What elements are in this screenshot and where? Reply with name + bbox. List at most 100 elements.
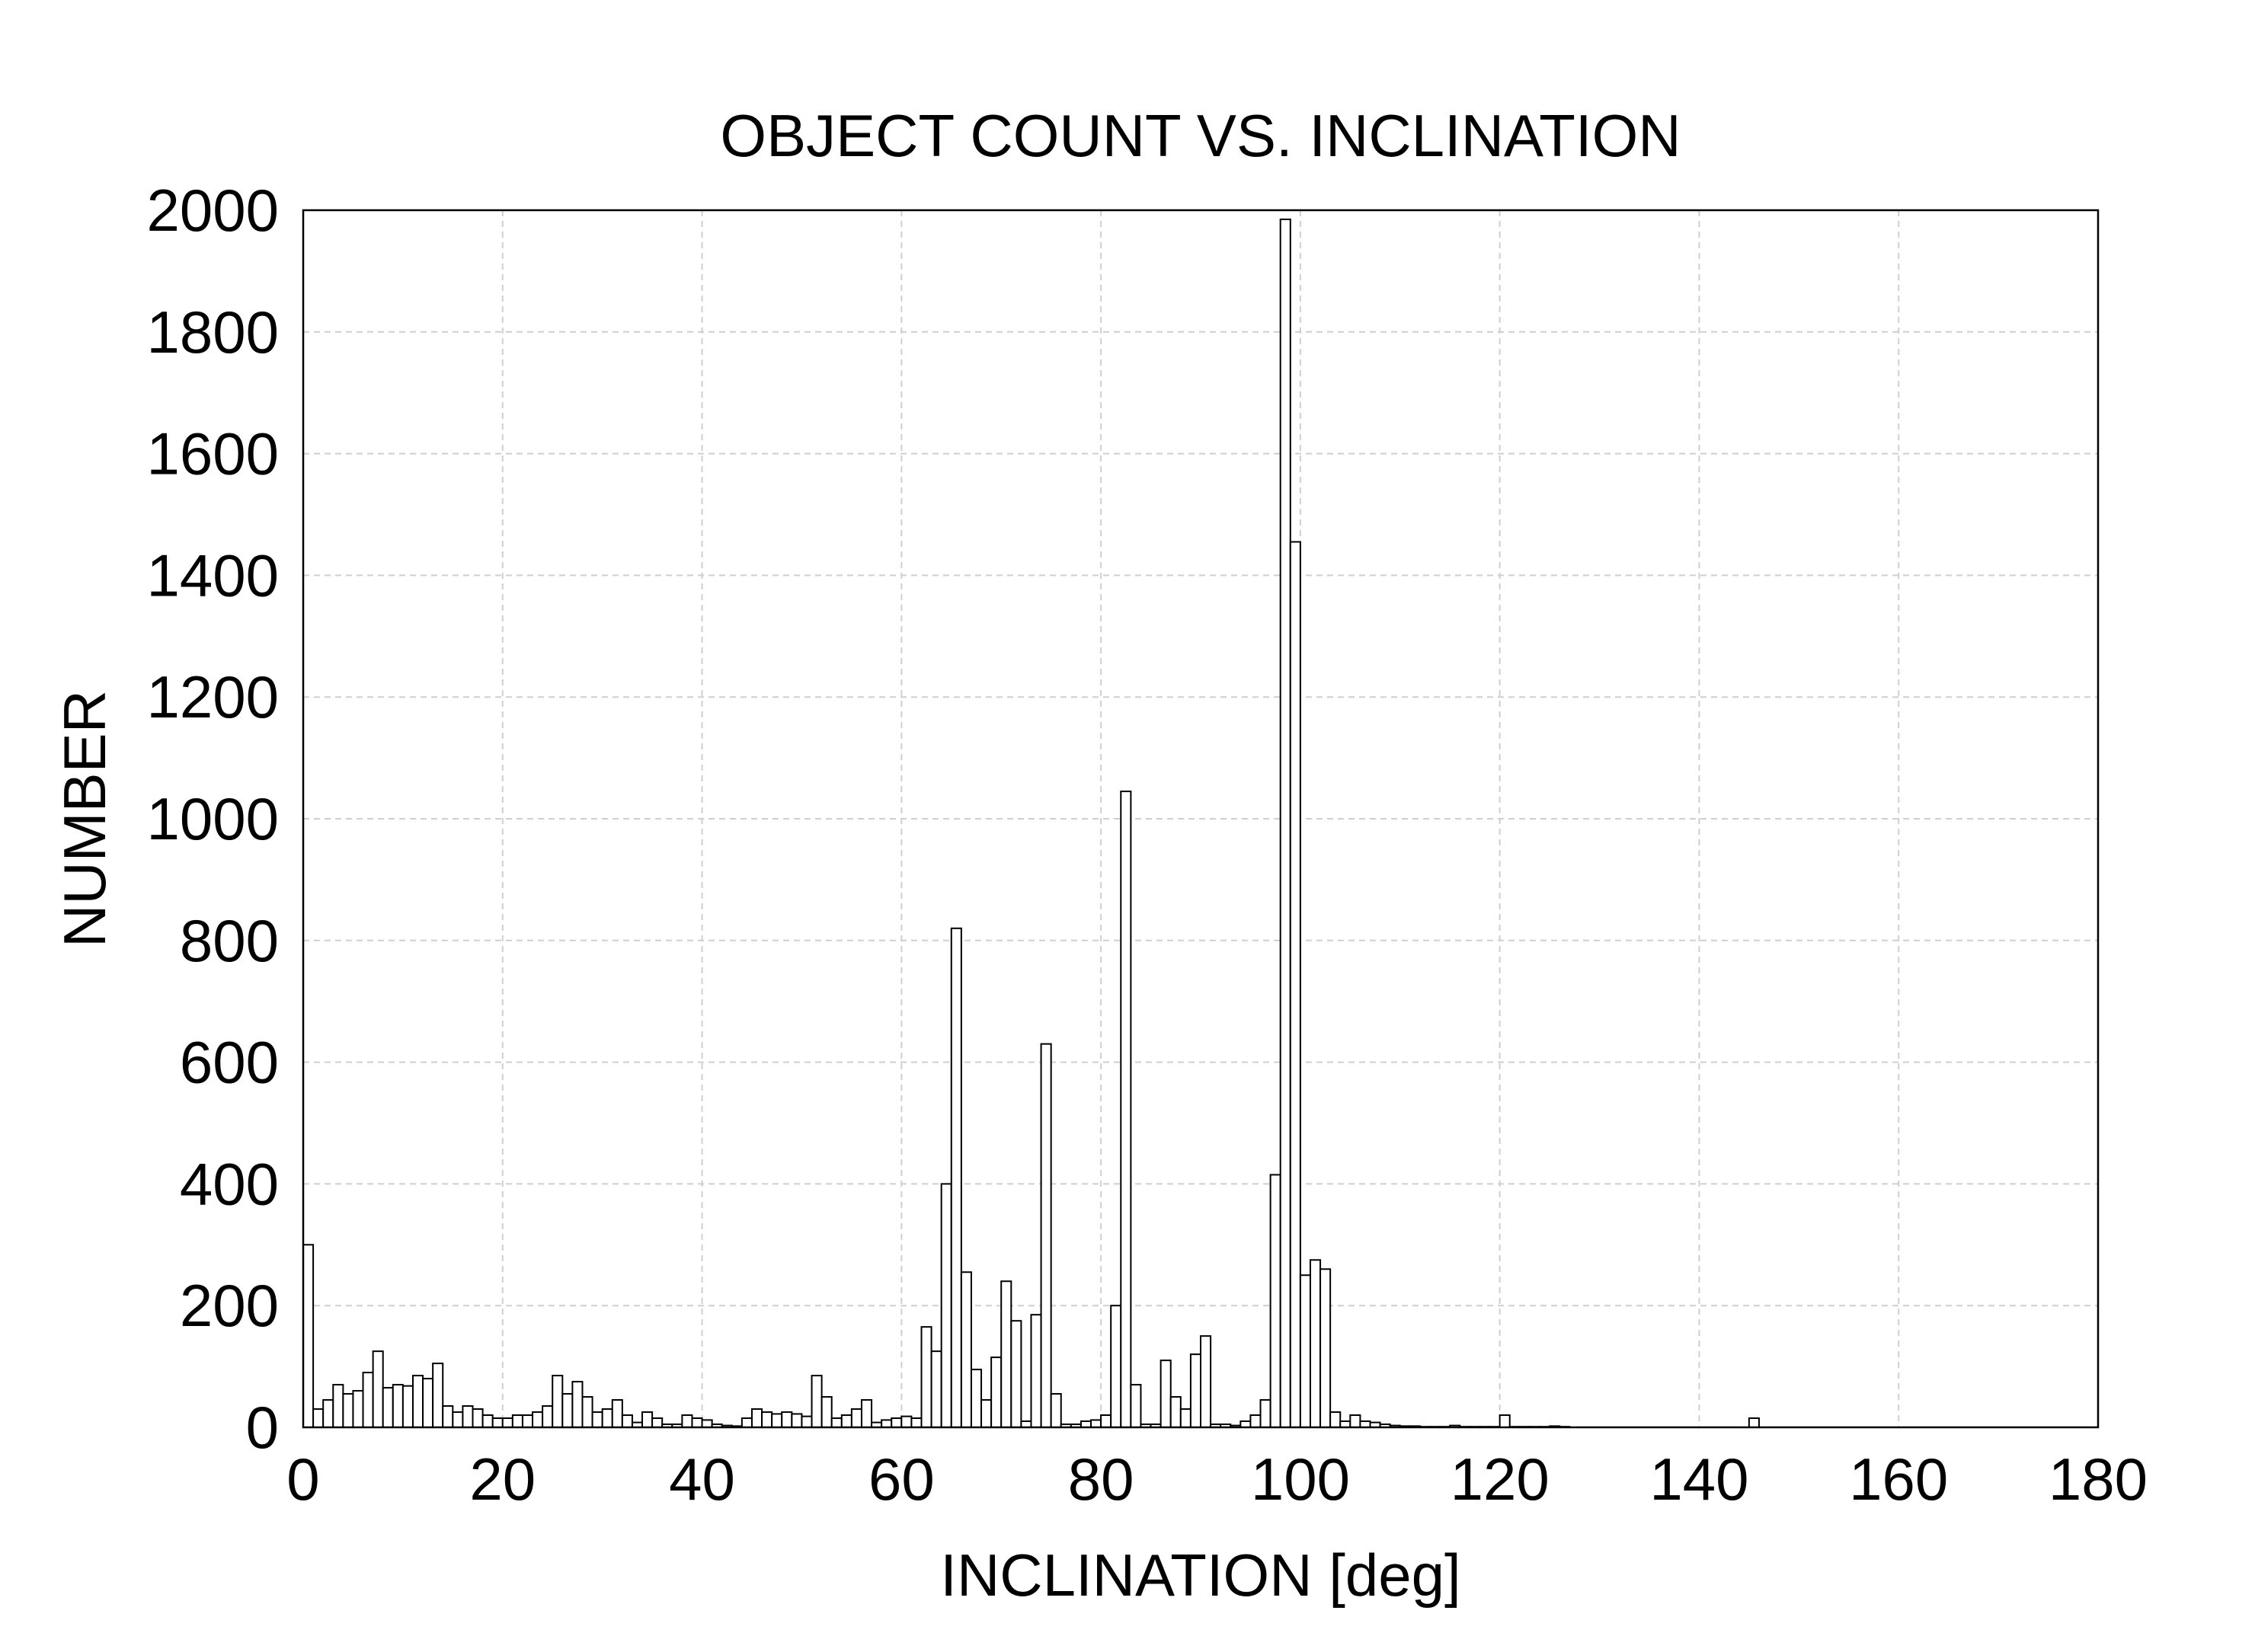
histogram-bar [432,1363,444,1428]
histogram-bar [601,1408,613,1429]
histogram-bar [1200,1335,1212,1429]
y-tick-label: 1200 [146,663,279,730]
histogram-bar [342,1393,354,1429]
histogram-bar [850,1408,862,1429]
histogram-bar [401,1385,414,1428]
x-tick-label: 100 [1251,1446,1350,1513]
histogram-bar [980,1399,993,1429]
histogram-bar [1000,1280,1012,1428]
histogram-bar [1249,1414,1262,1429]
histogram-bar [1329,1411,1342,1429]
histogram-bar [561,1393,574,1429]
histogram-bar [1179,1408,1191,1429]
y-axis-label: NUMBER [51,690,118,947]
x-tick-label: 0 [286,1446,319,1513]
histogram-bar [950,927,962,1428]
histogram-bar [392,1384,404,1428]
histogram-bar [1040,1043,1052,1428]
histogram-bar [382,1387,394,1428]
histogram-bar [891,1417,903,1429]
histogram-bar [1110,1305,1122,1428]
x-tick-label: 60 [868,1446,935,1513]
histogram-bar [442,1405,454,1429]
plot-frame [302,209,2100,1429]
histogram-bar [332,1384,344,1428]
x-tick-labels: 0 20 40 60 80 100 120 140 160 180 [286,1446,2148,1513]
y-tick-label: 400 [180,1150,279,1217]
histogram-bar [511,1414,523,1429]
histogram-bar [691,1417,703,1429]
histogram-bar [1189,1353,1202,1428]
histogram-bar [1279,218,1291,1428]
histogram-bar [621,1414,633,1429]
histogram-bar [1299,1274,1311,1428]
histogram-bar [910,1417,923,1429]
histogram-bars [302,218,1760,1429]
histogram-bar [1130,1384,1142,1428]
histogram-bar [930,1350,942,1428]
chart-title: OBJECT COUNT VS. INCLINATION [720,102,1681,169]
histogram-bar [940,1183,952,1429]
y-tick-label: 1800 [146,299,279,366]
histogram-bar [481,1414,494,1429]
histogram-bar [960,1271,972,1428]
histogram-bar [362,1372,374,1428]
histogram-bar [542,1405,554,1429]
histogram-bar [1269,1174,1281,1429]
histogram-bar [1259,1399,1271,1429]
histogram-bar [681,1414,693,1429]
histogram-bar [312,1408,325,1429]
histogram-bar [1748,1417,1760,1429]
histogram-bar [1319,1268,1332,1429]
histogram-bar [591,1411,603,1429]
histogram-bar [611,1399,623,1429]
histogram-bar [452,1411,464,1429]
histogram-bar [581,1396,593,1429]
histogram-bar [1169,1396,1182,1429]
histogram-bar [1289,541,1301,1429]
histogram-bar [840,1414,852,1429]
histogram-bar [1090,1419,1102,1428]
histogram-bar [920,1326,932,1429]
histogram-bar [462,1405,474,1429]
histogram-bar [1100,1414,1112,1429]
histogram-bar [1050,1393,1062,1429]
histogram-bar [521,1414,534,1429]
histogram-bar [322,1399,334,1429]
histogram-bar [900,1415,913,1429]
x-tick-label: 140 [1649,1446,1748,1513]
y-tick-label: 200 [180,1272,279,1339]
histogram-bar [781,1411,793,1429]
x-tick-label: 20 [469,1446,536,1513]
histogram-bar [571,1381,584,1428]
histogram-bar [1120,791,1132,1429]
histogram-bar [1309,1259,1322,1429]
y-tick-label: 1400 [146,542,279,609]
histogram-bar [820,1396,833,1429]
histogram-bar [651,1417,664,1429]
histogram-bar [302,1244,315,1429]
histogram-bar [761,1411,773,1429]
histogram-bar [501,1417,513,1429]
x-tick-label: 120 [1451,1446,1550,1513]
y-tick-label: 0 [246,1394,279,1461]
x-tick-label: 40 [669,1446,735,1513]
y-tick-label: 800 [180,907,279,974]
histogram-bar [881,1419,893,1428]
histogram-bar [641,1411,654,1429]
histogram-bar [491,1417,504,1429]
histogram-bar [811,1375,823,1428]
y-tick-label: 1600 [146,420,279,487]
histogram-bar [801,1415,813,1429]
x-tick-label: 80 [1068,1446,1134,1513]
histogram-bar [1159,1360,1172,1428]
y-tick-label: 2000 [146,177,279,244]
histogram-bar [701,1419,713,1428]
y-tick-label: 1000 [146,785,279,852]
histogram-bar [740,1417,753,1429]
histogram-bar [372,1350,384,1428]
histogram-bar [970,1369,983,1428]
x-tick-label: 180 [2049,1446,2148,1513]
histogram-bar [552,1375,564,1428]
